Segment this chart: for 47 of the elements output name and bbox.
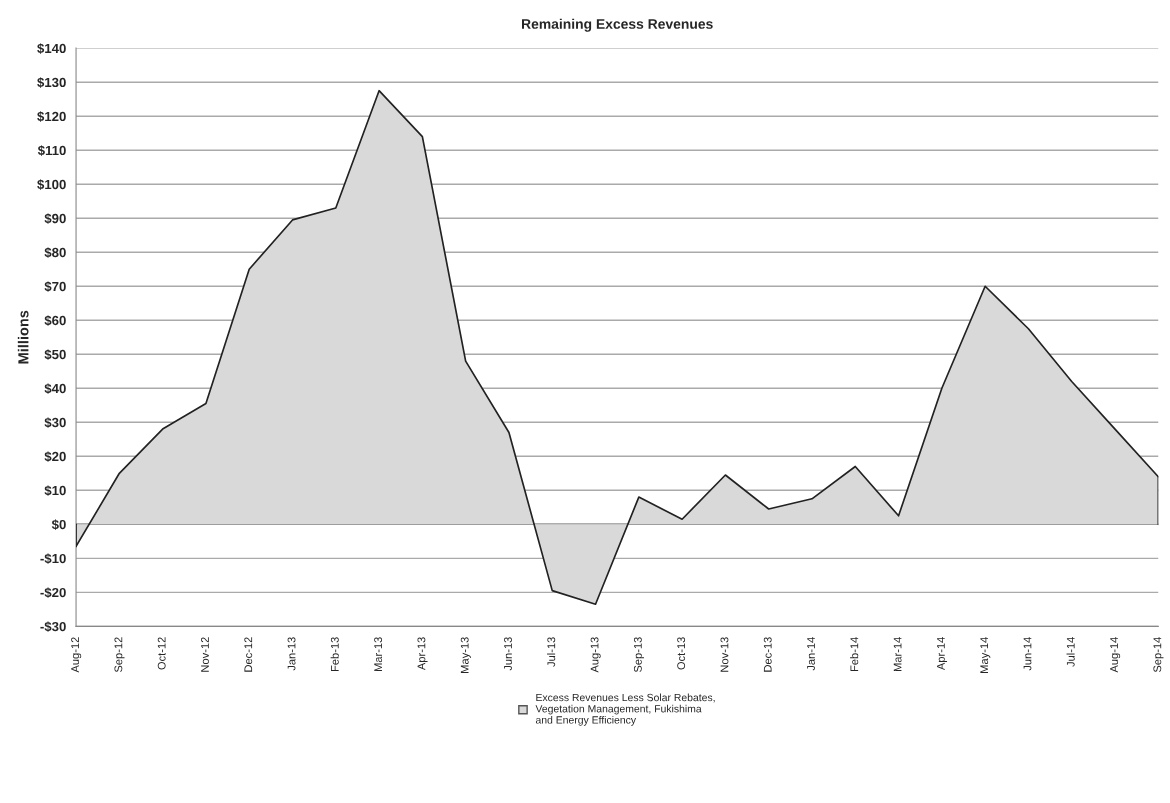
y-tick-label: $100: [37, 179, 66, 190]
y-tick-label: $60: [44, 315, 66, 327]
legend-label: Excess Revenues Less Solar Rebates, Vegetation Management, Fukishima and Energy Efficiency: [535, 693, 715, 726]
x-tick-label: Aug-13: [590, 637, 601, 673]
y-tick-label: $120: [37, 111, 66, 122]
x-tick-label: Apr-14: [937, 637, 948, 671]
x-tick-label: May-13: [460, 637, 471, 673]
x-tick-label: Jun-13: [504, 637, 512, 671]
y-tick-label: $80: [44, 247, 66, 258]
y-tick-label: $70: [44, 281, 66, 293]
x-tick-label: Jun-14: [1023, 637, 1032, 671]
x-tick-label: Mar-13: [374, 637, 383, 672]
x-tick-label: Aug-14: [1110, 637, 1121, 673]
x-tick-label: Dec-12: [244, 637, 253, 672]
y-tick-label: -$20: [40, 587, 66, 599]
x-tick-label: Feb-14: [850, 637, 859, 672]
x-tick-label: Jan-14: [807, 637, 815, 671]
chart-title: Remaining Excess Revenues: [522, 18, 713, 32]
x-tick-label: Feb-13: [330, 637, 339, 672]
y-tick-label: $10: [44, 485, 66, 497]
x-tick-label: Oct-12: [157, 637, 166, 670]
y-tick-label: -$10: [40, 553, 66, 565]
y-tick-label: $0: [51, 519, 66, 531]
x-tick-label: Oct-13: [677, 637, 686, 670]
y-tick-label: $130: [37, 77, 66, 88]
x-tick-label: Jul-14: [1066, 637, 1075, 667]
x-tick-label: Dec-13: [763, 637, 772, 672]
y-tick-label: $50: [44, 349, 66, 361]
y-tick-label: $90: [44, 213, 66, 224]
y-tick-label: $30: [44, 417, 66, 429]
y-tick-label: $140: [37, 43, 66, 54]
x-tick-label: Aug-12: [71, 637, 82, 673]
x-tick-label: Apr-13: [417, 637, 428, 671]
y-tick-label: -$30: [40, 621, 66, 633]
x-tick-label: Mar-14: [893, 637, 902, 672]
x-tick-label: Jul-13: [547, 637, 556, 667]
x-tick-label: Nov-13: [720, 637, 729, 672]
x-tick-label: Sep-12: [114, 637, 125, 673]
x-tick-label: Sep-14: [1153, 637, 1164, 673]
y-tick-label: $40: [44, 383, 66, 395]
y-tick-label: $110: [37, 145, 66, 156]
x-tick-label: Nov-12: [201, 637, 209, 672]
x-tick-label: Jan-13: [287, 637, 296, 671]
x-tick-label: Sep-13: [633, 637, 644, 673]
y-axis-title: Millions: [17, 310, 29, 364]
y-tick-label: $20: [44, 451, 66, 463]
x-tick-label: May-14: [980, 637, 991, 673]
